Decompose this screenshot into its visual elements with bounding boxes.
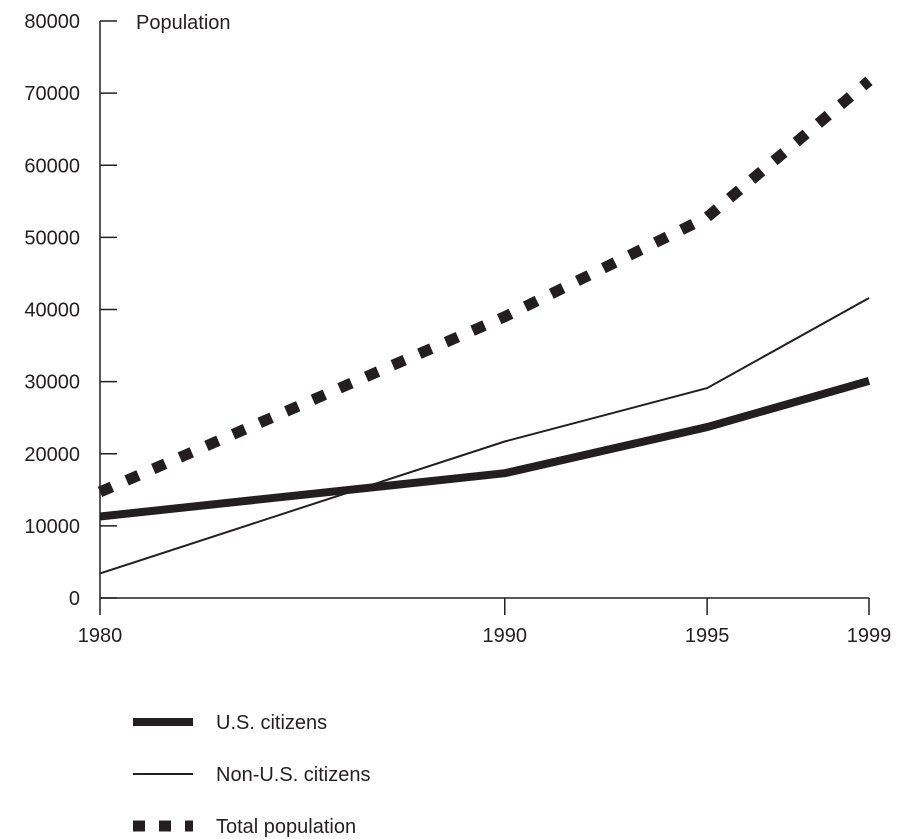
y-axis-title: Population <box>136 12 231 34</box>
y-tick-label: 40000 <box>24 300 80 322</box>
y-tick-label: 0 <box>69 588 80 610</box>
y-tick-label: 50000 <box>24 227 80 249</box>
series-line-thin <box>99 297 870 575</box>
x-tick-label: 1999 <box>847 625 892 647</box>
y-tick-label: 30000 <box>24 372 80 394</box>
y-tick-label: 20000 <box>24 444 80 466</box>
legend: U.S. citizens Non-U.S. citizens Total popu… <box>133 712 371 838</box>
series-layer <box>97 76 873 575</box>
y-tick-label: 60000 <box>24 155 80 177</box>
legend-label: Total population <box>216 816 356 838</box>
x-tick-label: 1995 <box>685 625 730 647</box>
y-tick-label: 80000 <box>24 11 80 33</box>
y-tick-label: 70000 <box>24 83 80 105</box>
legend-label: U.S. citizens <box>216 712 327 734</box>
legend-label: Non-U.S. citizens <box>216 764 371 786</box>
series-line-thick <box>99 377 871 521</box>
x-tick-label: 1980 <box>78 625 123 647</box>
x-tick-label: 1990 <box>482 625 527 647</box>
y-tick-label: 10000 <box>24 516 80 538</box>
axes: 0 10000 20000 30000 40000 50000 60000 70000 8000… <box>24 11 891 647</box>
series-line-dotted <box>97 76 873 498</box>
